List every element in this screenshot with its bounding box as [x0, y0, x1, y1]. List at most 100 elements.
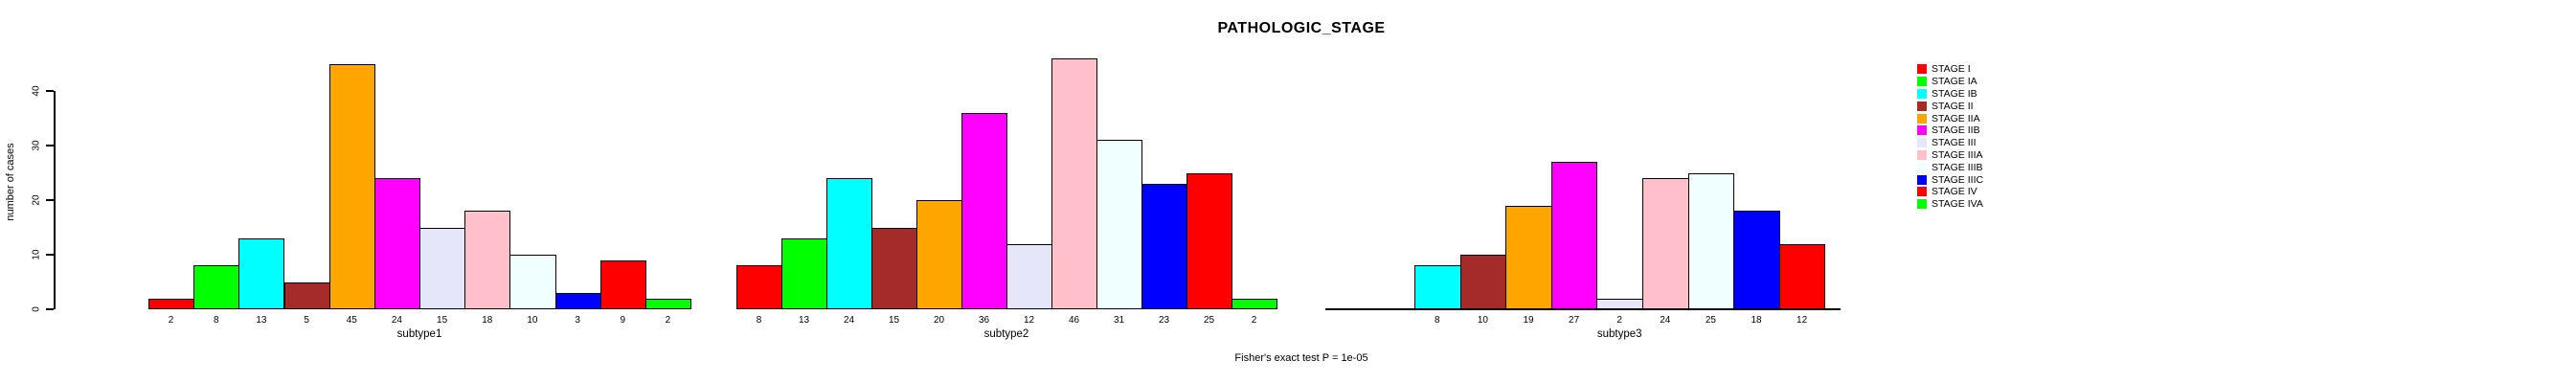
legend-swatch-stage-iiic — [1917, 174, 1927, 185]
bar-count-label-subtype2-stage-ii: 15 — [888, 315, 900, 326]
footer-note: Fisher's exact test P = 1e-05 — [1234, 352, 1368, 364]
legend-label-stage-ia: STAGE IA — [1932, 76, 1977, 88]
bar-subtype3-stage-iib — [1550, 162, 1598, 309]
bar-subtype3-stage-iiia — [1642, 178, 1689, 309]
bar-subtype1-stage-iv — [599, 259, 646, 309]
bar-subtype2-stage-iia — [916, 200, 962, 309]
legend-item-stage-ii: STAGE II — [1917, 100, 1983, 112]
legend-label-stage-iii: STAGE III — [1932, 137, 1977, 149]
bar-count-label-subtype1-stage-iii: 15 — [437, 315, 448, 326]
bar-subtype2-stage-iib — [961, 112, 1007, 309]
bar-count-label-subtype2-stage-iia: 20 — [933, 315, 945, 326]
bar-subtype3-stage-iiic — [1733, 211, 1780, 309]
bar-count-label-subtype1-stage-iia: 45 — [346, 315, 357, 326]
legend-swatch-stage-ib — [1917, 88, 1927, 99]
bar-subtype2-stage-ib — [826, 178, 872, 309]
plot-title: PATHOLOGIC_STAGE — [1217, 20, 1386, 36]
legend-swatch-stage-iva — [1917, 199, 1927, 210]
bar-count-label-subtype3-stage-iib: 27 — [1569, 315, 1580, 326]
bar-count-label-subtype2-stage-ia: 13 — [798, 315, 810, 326]
legend-swatch-stage-iia — [1917, 113, 1927, 124]
legend-item-stage-iib: STAGE IIB — [1917, 124, 1983, 137]
bar-count-label-subtype2-stage-iva: 2 — [1251, 315, 1257, 326]
bar-subtype1-stage-ia — [193, 265, 240, 309]
x-axis-title-subtype3: subtype3 — [1596, 328, 1642, 340]
legend-item-stage-iiic: STAGE IIIC — [1917, 173, 1983, 186]
bar-count-label-subtype3-stage-ib: 8 — [1435, 315, 1440, 326]
bar-count-label-subtype2-stage-ib: 24 — [843, 315, 855, 326]
legend-item-stage-iva: STAGE IVA — [1917, 198, 1983, 211]
bar-count-label-subtype3-stage-iii: 2 — [1616, 315, 1622, 326]
bar-subtype3-stage-ib — [1414, 265, 1461, 309]
bar-count-label-subtype2-stage-iiib: 31 — [1113, 315, 1125, 326]
bar-subtype1-stage-ib — [238, 237, 285, 309]
legend-swatch-stage-iiia — [1917, 149, 1927, 160]
bar-subtype1-stage-iia — [328, 63, 375, 309]
bar-count-label-subtype1-stage-iib: 24 — [391, 315, 402, 326]
bar-count-label-subtype2-stage-i: 8 — [756, 315, 762, 326]
bar-count-label-subtype1-stage-i: 2 — [168, 315, 174, 326]
y-axis-line — [54, 91, 56, 309]
bar-count-label-subtype1-stage-ia: 8 — [213, 315, 219, 326]
bar-subtype3-stage-iiib — [1687, 172, 1735, 309]
y-tick-label-20: 20 — [31, 194, 42, 206]
bar-subtype3-stage-iia — [1505, 205, 1552, 309]
bar-subtype2-stage-ia — [781, 237, 827, 309]
bar-count-label-subtype3-stage-iiib: 25 — [1705, 315, 1716, 326]
legend-swatch-stage-ii — [1917, 101, 1927, 111]
bar-subtype1-stage-iii — [419, 227, 466, 309]
legend-label-stage-iib: STAGE IIB — [1932, 124, 1980, 137]
legend-label-stage-iia: STAGE IIA — [1932, 112, 1980, 124]
bar-count-label-subtype1-stage-iv: 9 — [620, 315, 626, 326]
bar-subtype2-stage-iiia — [1051, 57, 1097, 309]
bar-count-label-subtype3-stage-iv: 12 — [1796, 315, 1808, 326]
bar-subtype1-stage-i — [148, 298, 195, 309]
legend-swatch-stage-iii — [1917, 138, 1927, 148]
bar-count-label-subtype1-stage-iiia: 18 — [482, 315, 493, 326]
legend-swatch-stage-iv — [1917, 187, 1927, 197]
bar-subtype2-stage-ii — [871, 227, 917, 309]
bar-count-label-subtype3-stage-iiia: 24 — [1660, 315, 1671, 326]
x-axis-title-subtype1: subtype1 — [396, 328, 442, 340]
legend-label-stage-iiib: STAGE IIIB — [1932, 161, 1983, 173]
bar-subtype2-stage-iva — [1232, 298, 1277, 309]
bar-subtype3-stage-iv — [1778, 243, 1826, 309]
bar-subtype1-stage-iiic — [554, 292, 601, 309]
legend-item-stage-iii: STAGE III — [1917, 137, 1983, 149]
bar-subtype2-stage-iv — [1186, 172, 1232, 309]
bar-subtype1-stage-ii — [283, 282, 330, 309]
bar-count-label-subtype1-stage-ib: 13 — [256, 315, 267, 326]
bar-subtype3-stage-ii — [1459, 255, 1507, 309]
bar-count-label-subtype1-stage-ii: 5 — [304, 315, 309, 326]
y-tick-label-30: 30 — [31, 140, 42, 151]
legend-item-stage-iiia: STAGE IIIA — [1917, 149, 1983, 162]
bar-count-label-subtype3-stage-iia: 19 — [1523, 315, 1534, 326]
legend-swatch-stage-ia — [1917, 77, 1927, 87]
bar-count-label-subtype3-stage-iiic: 18 — [1751, 315, 1762, 326]
bar-subtype2-stage-iiic — [1141, 183, 1187, 309]
legend-swatch-stage-iib — [1917, 125, 1927, 136]
x-axis-title-subtype2: subtype2 — [983, 328, 1029, 340]
bar-subtype1-stage-iib — [373, 178, 420, 309]
legend-swatch-stage-iiib — [1917, 162, 1927, 172]
bar-subtype1-stage-iva — [644, 298, 692, 309]
legend-label-stage-iiia: STAGE IIIA — [1932, 148, 1983, 161]
y-tick-30 — [46, 145, 54, 146]
y-tick-40 — [46, 90, 54, 92]
y-tick-10 — [46, 254, 54, 256]
bar-count-label-subtype3-stage-ii: 10 — [1477, 315, 1488, 326]
y-tick-label-10: 10 — [31, 249, 42, 260]
legend-item-stage-iia: STAGE IIA — [1917, 112, 1983, 124]
legend-label-stage-iva: STAGE IVA — [1932, 198, 1983, 211]
legend-item-stage-ia: STAGE IA — [1917, 76, 1983, 88]
bar-subtype1-stage-iiib — [509, 255, 556, 309]
bar-count-label-subtype2-stage-iii: 12 — [1023, 315, 1035, 326]
bar-subtype2-stage-i — [736, 265, 782, 309]
y-tick-label-40: 40 — [31, 85, 42, 97]
bar-count-label-subtype2-stage-iiic: 23 — [1158, 315, 1170, 326]
y-tick-0 — [46, 308, 54, 310]
bar-subtype3-stage-iii — [1596, 298, 1643, 309]
legend-item-stage-iv: STAGE IV — [1917, 186, 1983, 198]
legend-item-stage-ib: STAGE IB — [1917, 88, 1983, 101]
legend-label-stage-i: STAGE I — [1932, 63, 1971, 76]
